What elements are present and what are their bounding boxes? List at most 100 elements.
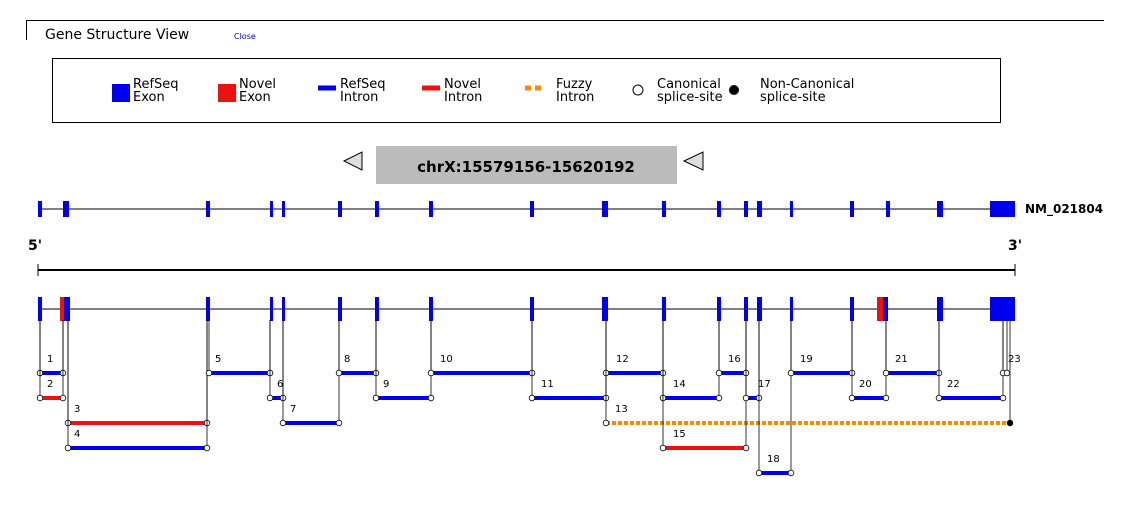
exon-block [602, 297, 608, 321]
exon-block [282, 297, 285, 321]
refseq-exon [270, 201, 273, 217]
canonical-splice-site-icon [848, 394, 856, 402]
intron-label: 11 [541, 379, 554, 390]
canonical-splice-site-icon [755, 469, 763, 477]
exon-block [850, 297, 854, 321]
legend-label: Intron [340, 90, 378, 105]
canonical-splice-site-icon [203, 444, 211, 452]
intron-label: 4 [74, 429, 80, 440]
header-left-border [26, 20, 27, 40]
right-arrow-icon[interactable] [682, 151, 704, 171]
intron-19[interactable]: 19 [787, 320, 856, 377]
intron-5[interactable]: 5 [205, 320, 274, 377]
canonical-splice-site-icon [205, 369, 213, 377]
intron-20[interactable]: 20 [848, 320, 890, 402]
left-arrow-icon[interactable] [342, 151, 363, 171]
intron-14[interactable]: 14 [659, 320, 723, 402]
intron-label: 17 [758, 379, 771, 390]
exon-block [60, 297, 65, 321]
intron-label: 10 [440, 354, 453, 365]
legend-label: Canonical [657, 77, 721, 92]
exon-block [744, 297, 748, 321]
legend-swatch [112, 84, 130, 102]
legend-label: Fuzzy [556, 77, 593, 92]
exon-block [937, 297, 943, 321]
intron-17[interactable]: 17 [742, 320, 771, 402]
canonical-splice-site-icon [787, 469, 795, 477]
exon-block [270, 297, 273, 321]
refseq-exon [530, 201, 534, 217]
intron-1[interactable]: 1 [36, 320, 67, 377]
canonical-splice-site-icon [427, 394, 435, 402]
close-link[interactable]: Close [234, 32, 256, 41]
legend-label: Novel [239, 77, 276, 92]
refseq-exon [206, 201, 210, 217]
intron-16[interactable]: 16 [715, 320, 750, 377]
intron-3[interactable]: 3 [64, 320, 211, 427]
refseq-exon [790, 201, 793, 217]
intron-10[interactable]: 10 [427, 320, 536, 377]
legend-label: Intron [444, 90, 482, 105]
refseq-exon [429, 201, 433, 217]
legend-label: Exon [133, 90, 165, 105]
intron-21[interactable]: 21 [882, 320, 943, 377]
intron-label: 16 [728, 354, 741, 365]
canonical-splice-site-icon [279, 419, 287, 427]
non-canonical-splice-site-icon [729, 85, 739, 95]
intron-label: 7 [290, 404, 296, 415]
canonical-splice-site-icon [742, 444, 750, 452]
intron-label: 19 [800, 354, 813, 365]
legend-label: Novel [444, 77, 481, 92]
refseq-track [38, 201, 1015, 217]
canonical-splice-site-icon [882, 369, 890, 377]
region-box [376, 146, 677, 184]
intron-label: 1 [47, 354, 53, 365]
exon-block [375, 297, 379, 321]
intron-7[interactable]: 7 [279, 320, 343, 427]
intron-2[interactable]: 2 [36, 320, 67, 402]
intron-12[interactable]: 12 [602, 320, 667, 377]
canonical-splice-site-icon [602, 419, 610, 427]
legend-label: Exon [239, 90, 271, 105]
intron-label: 21 [895, 354, 908, 365]
exon-block [64, 297, 70, 321]
canonical-splice-site-icon [935, 394, 943, 402]
refseq-exon [990, 201, 1015, 217]
canonical-splice-site-icon [742, 394, 750, 402]
intron-label: 12 [616, 354, 629, 365]
intron-11[interactable]: 11 [528, 320, 610, 402]
canonical-splice-site-icon [427, 369, 435, 377]
exon-block [662, 297, 666, 321]
canonical-splice-site-icon [882, 394, 890, 402]
intron-9[interactable]: 9 [372, 320, 435, 402]
intron-23[interactable]: 23 [999, 320, 1021, 377]
exon-block [877, 297, 883, 321]
intron-label: 8 [344, 354, 350, 365]
refseq-exon [757, 201, 762, 217]
canonical-splice-site-icon [1003, 369, 1011, 377]
intron-label: 6 [277, 379, 283, 390]
canonical-splice-site-icon [36, 394, 44, 402]
legend-label: splice-site [657, 90, 723, 105]
intron-15[interactable]: 15 [659, 320, 750, 452]
canonical-splice-site-icon [999, 394, 1007, 402]
intron-label: 23 [1008, 354, 1021, 365]
legend-label: RefSeq [340, 77, 386, 92]
canonical-splice-site-icon [528, 394, 536, 402]
canonical-splice-site-icon [715, 394, 723, 402]
refseq-exon [937, 201, 943, 217]
refseq-exon [717, 201, 721, 217]
refseq-exon [38, 201, 42, 217]
intron-8[interactable]: 8 [335, 320, 380, 377]
intron-13[interactable]: 13 [602, 320, 1014, 427]
intron-4[interactable]: 4 [64, 320, 211, 452]
exon-block [990, 297, 1015, 321]
exon-block [38, 297, 42, 321]
exon-block [790, 297, 793, 321]
intron-22[interactable]: 22 [935, 320, 1007, 402]
exon-block [530, 297, 534, 321]
